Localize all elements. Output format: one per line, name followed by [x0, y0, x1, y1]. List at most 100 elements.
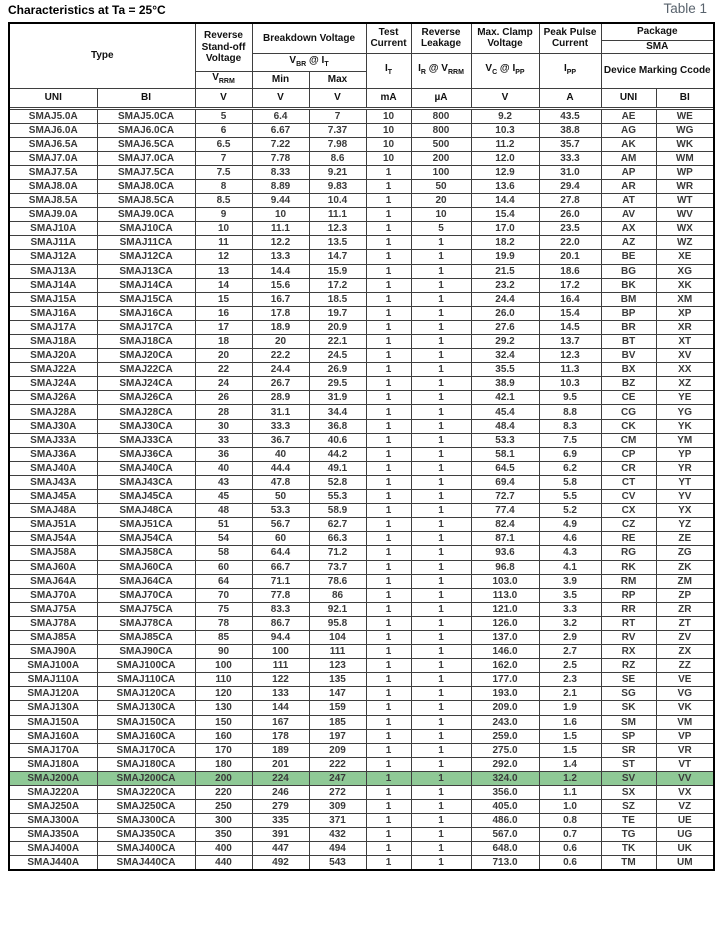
cell-type-uni: SMAJ70A [8, 587, 98, 603]
header-col-bi: BI [96, 87, 196, 108]
cell-vrrm: 85 [194, 629, 253, 646]
cell-clamp-voltage: 113.0 [470, 587, 540, 603]
cell-type-bi: SMAJ40CA [96, 460, 196, 476]
cell-type-bi: SMAJ51CA [96, 517, 196, 533]
table-row: SMAJ33A SMAJ33CA 33 36.7 40.6 1 1 53.3 7… [8, 432, 715, 448]
cell-type-bi: SMAJ12CA [96, 249, 196, 265]
cell-clamp-voltage: 87.1 [470, 531, 540, 547]
cell-type-bi: SMAJ220CA [96, 784, 196, 801]
cell-test-current: 1 [365, 742, 412, 758]
cell-reverse-leakage: 1 [410, 390, 472, 406]
table-row: SMAJ58A SMAJ58CA 58 64.4 71.2 1 1 93.6 4… [8, 545, 715, 561]
cell-peak-pulse-current: 6.9 [538, 446, 602, 462]
cell-vbr-min: 8.33 [251, 164, 310, 180]
cell-peak-pulse-current: 4.6 [538, 531, 602, 547]
cell-marking-uni: SZ [600, 799, 657, 815]
table-row: SMAJ8.0A SMAJ8.0CA 8 8.89 9.83 1 50 13.6… [8, 178, 715, 195]
header-symbol-vrrm: VRRM [194, 70, 253, 89]
cell-type-bi: SMAJ10CA [96, 221, 196, 237]
cell-test-current: 1 [365, 756, 412, 772]
cell-test-current: 1 [365, 799, 412, 815]
cell-marking-uni: BX [600, 362, 657, 378]
cell-marking-bi: YM [655, 432, 715, 448]
cell-vbr-max: 52.8 [308, 474, 367, 491]
cell-test-current: 1 [365, 770, 412, 787]
cell-clamp-voltage: 35.5 [470, 362, 540, 378]
cell-type-uni: SMAJ64A [8, 573, 98, 589]
cell-reverse-leakage: 1 [410, 658, 472, 674]
cell-test-current: 1 [365, 263, 412, 279]
table-row: SMAJ12A SMAJ12CA 12 13.3 14.7 1 1 19.9 2… [8, 249, 715, 265]
cell-marking-bi: VV [655, 770, 715, 787]
cell-vbr-min: 189 [251, 742, 310, 758]
cell-clamp-voltage: 13.6 [470, 178, 540, 195]
cell-marking-bi: UM [655, 855, 715, 871]
cell-test-current: 10 [365, 150, 412, 166]
cell-peak-pulse-current: 1.4 [538, 756, 602, 772]
cell-vrrm: 110 [194, 672, 253, 688]
cell-vbr-min: 20 [251, 333, 310, 350]
cell-marking-uni: AG [600, 122, 657, 138]
cell-vbr-max: 49.1 [308, 460, 367, 476]
cell-peak-pulse-current: 31.0 [538, 164, 602, 180]
cell-type-bi: SMAJ18CA [96, 333, 196, 350]
cell-vbr-min: 167 [251, 714, 310, 730]
cell-marking-bi: WK [655, 136, 715, 152]
cell-test-current: 1 [365, 841, 412, 857]
cell-peak-pulse-current: 2.3 [538, 672, 602, 688]
cell-vbr-min: 279 [251, 799, 310, 815]
cell-peak-pulse-current: 11.3 [538, 362, 602, 378]
table-row: SMAJ11A SMAJ11CA 11 12.2 13.5 1 1 18.2 2… [8, 235, 715, 251]
cell-type-bi: SMAJ170CA [96, 742, 196, 758]
cell-peak-pulse-current: 5.2 [538, 503, 602, 519]
cell-peak-pulse-current: 3.9 [538, 573, 602, 589]
cell-reverse-leakage: 1 [410, 615, 472, 631]
cell-vbr-min: 16.7 [251, 291, 310, 307]
cell-vrrm: 43 [194, 474, 253, 491]
cell-marking-bi: YZ [655, 517, 715, 533]
cell-vbr-max: 494 [308, 841, 367, 857]
cell-test-current: 1 [365, 855, 412, 871]
cell-clamp-voltage: 486.0 [470, 813, 540, 829]
cell-vrrm: 11 [194, 235, 253, 251]
table-row: SMAJ13A SMAJ13CA 13 14.4 15.9 1 1 21.5 1… [8, 263, 715, 279]
cell-peak-pulse-current: 26.0 [538, 207, 602, 223]
cell-marking-bi: YX [655, 503, 715, 519]
cell-test-current: 1 [365, 686, 412, 702]
cell-reverse-leakage: 1 [410, 531, 472, 547]
cell-reverse-leakage: 50 [410, 178, 472, 195]
cell-marking-uni: AT [600, 193, 657, 209]
cell-type-uni: SMAJ60A [8, 559, 98, 575]
cell-vbr-max: 19.7 [308, 305, 367, 321]
cell-peak-pulse-current: 2.9 [538, 629, 602, 646]
table-row: SMAJ110A SMAJ110CA 110 122 135 1 1 177.0… [8, 672, 715, 688]
cell-type-bi: SMAJ28CA [96, 404, 196, 420]
cell-vbr-max: 20.9 [308, 319, 367, 336]
cell-type-bi: SMAJ75CA [96, 601, 196, 617]
cell-clamp-voltage: 24.4 [470, 291, 540, 307]
cell-vbr-min: 17.8 [251, 305, 310, 321]
cell-clamp-voltage: 15.4 [470, 207, 540, 223]
cell-peak-pulse-current: 2.1 [538, 686, 602, 702]
cell-test-current: 1 [365, 700, 412, 716]
unit-clamp-voltage: V [470, 87, 540, 108]
cell-vbr-max: 55.3 [308, 489, 367, 505]
cell-vbr-min: 33.3 [251, 418, 310, 434]
cell-type-bi: SMAJ26CA [96, 390, 196, 406]
cell-marking-bi: UE [655, 813, 715, 829]
cell-type-uni: SMAJ22A [8, 362, 98, 378]
cell-marking-uni: AE [600, 108, 657, 124]
cell-marking-uni: CK [600, 418, 657, 434]
cell-clamp-voltage: 64.5 [470, 460, 540, 476]
page-title: Characteristics at Ta = 25°C [8, 3, 166, 17]
cell-marking-uni: SV [600, 770, 657, 787]
cell-test-current: 1 [365, 728, 412, 744]
cell-vbr-max: 7.37 [308, 122, 367, 138]
cell-reverse-leakage: 100 [410, 164, 472, 180]
cell-reverse-leakage: 1 [410, 644, 472, 660]
cell-vbr-max: 40.6 [308, 432, 367, 448]
cell-test-current: 1 [365, 207, 412, 223]
unit-max: V [308, 87, 367, 108]
cell-clamp-voltage: 11.2 [470, 136, 540, 152]
table-row: SMAJ51A SMAJ51CA 51 56.7 62.7 1 1 82.4 4… [8, 517, 715, 533]
